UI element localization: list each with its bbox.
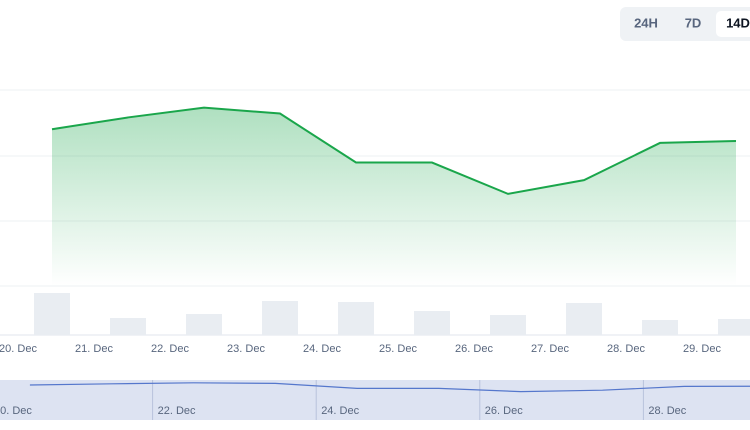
navigator-label: 22. Dec [158, 405, 196, 417]
x-tick-label: 21. Dec [75, 343, 113, 355]
range-button[interactable]: 14D [726, 15, 750, 30]
price-line [51, 106, 737, 195]
navigator [0, 380, 750, 420]
x-tick-label: 28. Dec [607, 343, 645, 355]
volume-bar [34, 293, 70, 335]
navigator-line [29, 382, 750, 393]
navigator-label: 26. Dec [485, 405, 523, 417]
range-button[interactable]: 24H [634, 15, 658, 30]
volume-bar [110, 318, 146, 335]
navigator-label: 24. Dec [321, 405, 359, 417]
x-tick-label: 27. Dec [531, 343, 569, 355]
volume-bar [642, 320, 678, 335]
volume-bar [186, 314, 222, 335]
x-tick-label: 23. Dec [227, 343, 265, 355]
area-fill [52, 107, 736, 286]
volume-bar [718, 319, 750, 335]
range-button[interactable]: 7D [685, 15, 702, 30]
x-tick-label: 24. Dec [303, 343, 341, 355]
volume-bar [566, 303, 602, 335]
x-tick-label: 20. Dec [0, 343, 37, 355]
x-tick-label: 25. Dec [379, 343, 417, 355]
x-tick-label: 22. Dec [151, 343, 189, 355]
range-selected [716, 11, 750, 37]
volume-bar [338, 302, 374, 335]
volume-bar [414, 311, 450, 335]
navigator-label: 20. Dec [0, 405, 32, 417]
x-tick-label: 26. Dec [455, 343, 493, 355]
navigator-label: 28. Dec [648, 405, 686, 417]
x-tick-label: 29. Dec [683, 343, 721, 355]
volume-bar [262, 301, 298, 335]
volume-bar [490, 315, 526, 335]
